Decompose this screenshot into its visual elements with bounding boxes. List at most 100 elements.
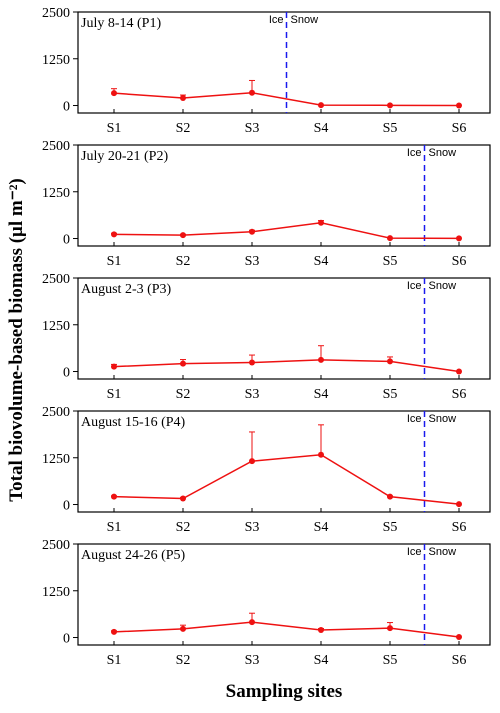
x-tick-label: S5 xyxy=(383,121,398,136)
snow-label: Snow xyxy=(291,14,319,26)
data-point xyxy=(456,368,462,375)
data-point xyxy=(456,633,462,640)
data-point xyxy=(249,619,255,626)
x-tick-label: S1 xyxy=(107,387,122,402)
data-line xyxy=(113,359,460,373)
x-tick-label: S2 xyxy=(176,653,191,668)
x-tick-label: S1 xyxy=(107,653,122,668)
x-tick-label: S4 xyxy=(314,254,329,269)
x-tick-label: S5 xyxy=(383,254,398,269)
data-point xyxy=(249,458,255,465)
data-point xyxy=(111,493,117,500)
data-point xyxy=(318,627,324,634)
snow-label: Snow xyxy=(429,546,457,558)
ice-label: Ice xyxy=(407,280,422,292)
data-line xyxy=(113,453,460,505)
data-point xyxy=(318,356,324,363)
x-tick-label: S3 xyxy=(245,121,260,136)
data-point xyxy=(249,228,255,235)
y-tick-label: 0 xyxy=(63,366,70,381)
data-point xyxy=(387,493,393,500)
x-tick-label: S1 xyxy=(107,121,122,136)
x-axis-label: Sampling sites xyxy=(226,681,343,702)
x-tick-label: S5 xyxy=(383,387,398,402)
plot-frame xyxy=(77,410,491,513)
panel-title: July 8-14 (P1) xyxy=(81,16,161,31)
data-point xyxy=(387,358,393,365)
x-tick-label: S6 xyxy=(452,254,467,269)
x-tick-label: S1 xyxy=(107,254,122,269)
panel-title: August 24-26 (P5) xyxy=(81,548,186,563)
snow-label: Snow xyxy=(429,413,457,425)
x-tick-label: S4 xyxy=(314,387,329,402)
y-tick-label: 1250 xyxy=(42,452,70,467)
y-tick-label: 2500 xyxy=(42,6,70,21)
data-point xyxy=(387,102,393,109)
data-point xyxy=(111,90,117,97)
x-tick-label: S4 xyxy=(314,520,329,535)
ice-label: Ice xyxy=(407,147,422,159)
plot-frame xyxy=(77,277,491,380)
data-point xyxy=(318,102,324,109)
x-tick-label: S2 xyxy=(176,121,191,136)
data-point xyxy=(111,363,117,370)
data-point xyxy=(249,359,255,366)
x-tick-label: S4 xyxy=(314,121,329,136)
x-tick-label: S4 xyxy=(314,653,329,668)
y-tick-label: 2500 xyxy=(42,272,70,287)
plot-frame xyxy=(77,11,491,114)
data-point xyxy=(180,495,186,502)
data-point xyxy=(180,625,186,632)
x-tick-label: S2 xyxy=(176,254,191,269)
data-line xyxy=(113,222,460,240)
x-tick-label: S3 xyxy=(245,387,260,402)
x-tick-label: S5 xyxy=(383,653,398,668)
ice-label: Ice xyxy=(407,413,422,425)
data-line xyxy=(113,621,460,638)
x-tick-label: S3 xyxy=(245,520,260,535)
data-point xyxy=(180,232,186,239)
y-tick-label: 0 xyxy=(63,499,70,514)
plot-frame xyxy=(77,543,491,646)
y-tick-label: 0 xyxy=(63,233,70,248)
y-axis-label: Total biovolume-based biomass (μl m⁻²) xyxy=(6,178,27,502)
data-point xyxy=(387,625,393,632)
y-tick-label: 2500 xyxy=(42,405,70,420)
x-tick-label: S5 xyxy=(383,520,398,535)
y-tick-label: 1250 xyxy=(42,319,70,334)
y-tick-label: 2500 xyxy=(42,538,70,553)
data-point xyxy=(387,235,393,242)
data-point xyxy=(180,95,186,102)
data-point xyxy=(318,451,324,458)
x-tick-label: S6 xyxy=(452,387,467,402)
data-point xyxy=(456,102,462,109)
snow-label: Snow xyxy=(429,147,457,159)
x-tick-label: S6 xyxy=(452,121,467,136)
x-tick-label: S2 xyxy=(176,520,191,535)
x-tick-label: S3 xyxy=(245,254,260,269)
plot-frame xyxy=(77,144,491,247)
y-tick-label: 0 xyxy=(63,100,70,115)
x-tick-label: S6 xyxy=(452,520,467,535)
panel-title: July 20-21 (P2) xyxy=(81,149,168,164)
data-point xyxy=(456,235,462,242)
ice-label: Ice xyxy=(407,546,422,558)
y-tick-label: 1250 xyxy=(42,186,70,201)
x-tick-label: S6 xyxy=(452,653,467,668)
panel-title: August 2-3 (P3) xyxy=(81,282,172,297)
y-tick-label: 0 xyxy=(63,632,70,647)
x-tick-label: S2 xyxy=(176,387,191,402)
data-point xyxy=(111,628,117,635)
ice-label: Ice xyxy=(269,14,284,26)
x-tick-label: S1 xyxy=(107,520,122,535)
data-point xyxy=(180,360,186,367)
y-tick-label: 1250 xyxy=(42,585,70,600)
data-line xyxy=(113,92,460,107)
x-tick-label: S3 xyxy=(245,653,260,668)
data-point xyxy=(111,231,117,238)
data-point xyxy=(456,501,462,508)
data-point xyxy=(318,219,324,226)
data-point xyxy=(249,89,255,96)
y-tick-label: 2500 xyxy=(42,139,70,154)
